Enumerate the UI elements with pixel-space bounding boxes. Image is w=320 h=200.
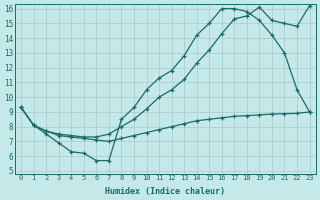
X-axis label: Humidex (Indice chaleur): Humidex (Indice chaleur) bbox=[105, 187, 225, 196]
